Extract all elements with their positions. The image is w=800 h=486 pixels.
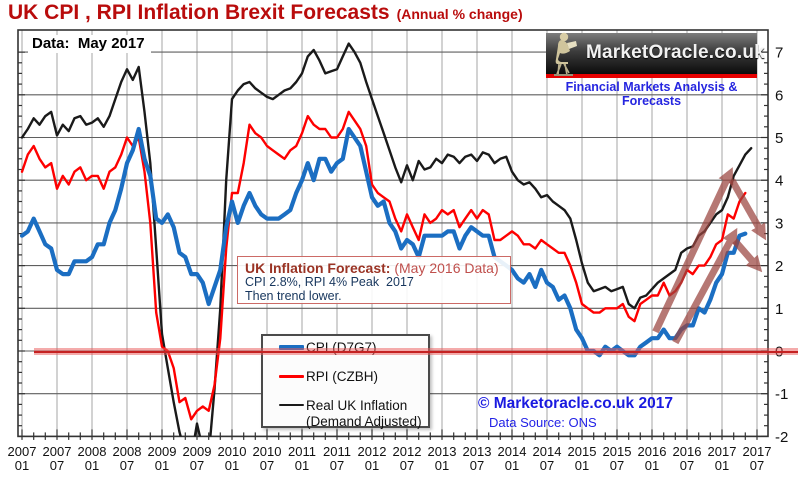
svg-text:01: 01 [715,458,729,473]
cpi-line-swatch [279,344,304,350]
svg-text:2010: 2010 [253,444,282,459]
legend-item-rpi: RPI (CZBH) [279,367,428,385]
svg-text:07: 07 [540,458,554,473]
logo-red-bar [546,74,757,78]
svg-text:2011: 2011 [288,444,316,459]
svg-text:01: 01 [85,458,99,473]
svg-text:07: 07 [260,458,274,473]
svg-text:01: 01 [15,458,29,473]
zero-inflation-line [34,351,798,353]
svg-text:6: 6 [775,87,783,104]
svg-text:2008: 2008 [113,444,142,459]
logo-box: MarketOracle.co.uk [546,32,765,76]
svg-text:2011: 2011 [323,444,351,459]
svg-text:2009: 2009 [183,444,212,459]
svg-text:2013: 2013 [428,444,457,459]
svg-text:07: 07 [470,458,484,473]
svg-text:2012: 2012 [393,444,422,459]
svg-text:2007: 2007 [43,444,72,459]
svg-text:07: 07 [50,458,64,473]
svg-text:-2: -2 [775,429,788,446]
copyright-block: © Marketoracle.co.uk 2017 Data Source: O… [478,395,673,430]
svg-text:01: 01 [155,458,169,473]
svg-text:01: 01 [575,458,589,473]
annotation-line1: CPI 2.8%, RPI 4% Peak 2017 [245,275,414,289]
logo-tagline: Financial Markets Analysis & Forecasts [565,80,738,108]
svg-text:1: 1 [775,301,783,318]
rpi-line-swatch [279,374,304,378]
annotation-line2: Then trend lower. [245,288,342,303]
page-title: UK CPI , RPI Inflation Brexit Forecasts … [8,1,523,25]
svg-text:2016: 2016 [673,444,702,459]
annotation-title-suffix: (May 2016 Data) [390,260,499,276]
annotation-title: UK Inflation Forecast: [245,260,391,276]
real-inflation-line-swatch [279,404,304,406]
svg-text:07: 07 [400,458,414,473]
svg-text:2014: 2014 [533,444,562,459]
svg-text:2008: 2008 [78,444,107,459]
zero-inflation-band [34,348,798,355]
svg-text:5: 5 [775,130,783,147]
svg-text:2009: 2009 [148,444,177,459]
svg-text:01: 01 [295,458,309,473]
legend-label-real-inflation-line2: (Demand Adjusted) [306,414,422,429]
svg-text:07: 07 [680,458,694,473]
svg-text:07: 07 [190,458,204,473]
svg-text:4: 4 [775,173,783,190]
svg-text:2: 2 [775,258,783,275]
svg-text:01: 01 [225,458,239,473]
data-vintage-label: Data: May 2017 [28,35,151,53]
legend-label-rpi: RPI (CZBH) [306,368,378,384]
svg-text:2017: 2017 [743,444,772,459]
svg-text:01: 01 [435,458,449,473]
svg-text:7: 7 [775,45,783,62]
svg-text:-1: -1 [775,386,788,403]
svg-text:07: 07 [330,458,344,473]
legend-item-real-inflation: Real UK Inflation [279,396,428,414]
svg-text:2014: 2014 [498,444,527,459]
svg-text:2010: 2010 [218,444,247,459]
svg-text:07: 07 [120,458,134,473]
forecast-annotation-box: UK Inflation Forecast: (May 2016 Data) C… [237,256,511,304]
svg-text:01: 01 [645,458,659,473]
chart-title: UK CPI , RPI Inflation Brexit Forecasts [8,1,390,24]
svg-text:07: 07 [750,458,764,473]
statue-icon [554,32,577,76]
svg-text:01: 01 [365,458,379,473]
annotation-title-row: UK Inflation Forecast: (May 2016 Data) [245,260,503,276]
data-source-text: Data Source: ONS [489,415,597,430]
svg-text:2015: 2015 [568,444,597,459]
svg-text:2012: 2012 [358,444,387,459]
marketoracle-logo: MarketOracle.co.uk Financial Markets Ana… [546,32,765,108]
svg-text:2007: 2007 [8,444,37,459]
chart-title-suffix: (Annual % change) [396,6,523,22]
svg-text:2016: 2016 [638,444,667,459]
logo-wordmark: MarketOracle.co.uk [586,42,765,63]
svg-text:2015: 2015 [603,444,632,459]
legend-label-real-inflation: Real UK Inflation [306,397,408,413]
svg-text:2017: 2017 [708,444,737,459]
svg-text:3: 3 [775,215,783,232]
svg-text:2013: 2013 [463,444,492,459]
copyright-text: © Marketoracle.co.uk 2017 [478,395,673,412]
svg-text:07: 07 [610,458,624,473]
svg-text:01: 01 [505,458,519,473]
